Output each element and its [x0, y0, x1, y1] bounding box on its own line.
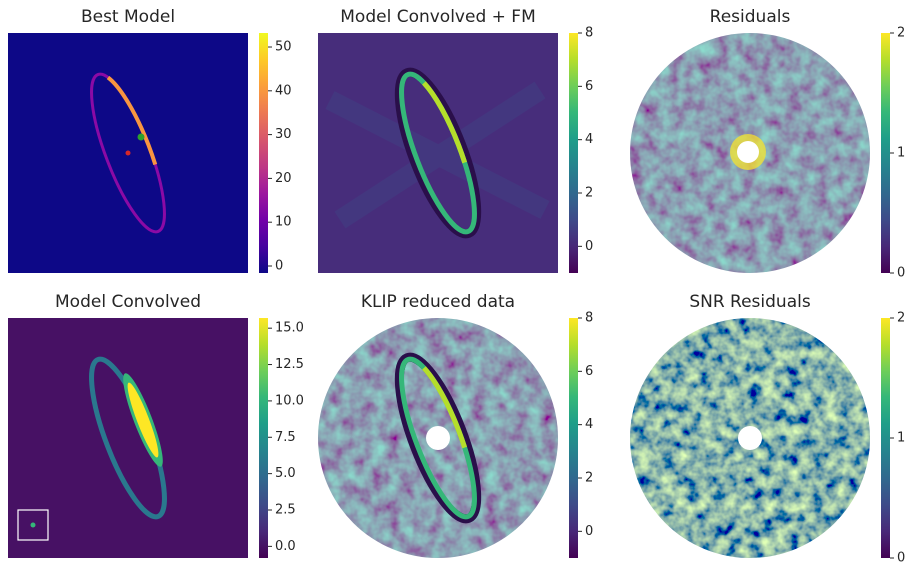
colorbar-tick-label: 1 [897, 146, 905, 161]
image-klip-reduced [318, 318, 558, 558]
colorbar-tick-label: 7.5 [275, 430, 296, 445]
colorbar-tick-label: 10 [275, 215, 292, 230]
colorbar-tick-label: 0 [275, 258, 283, 273]
colorbar-tick-label: 30 [275, 127, 292, 142]
colorbar [569, 33, 578, 273]
image-snr-residuals [630, 318, 870, 558]
colorbar-tick-label: 5.0 [275, 466, 296, 481]
colorbar-tick-label: 4 [585, 132, 593, 147]
colorbar-tick-label: 15.0 [275, 321, 304, 336]
colorbar [259, 33, 268, 273]
colorbar-tick-label: 2 [897, 26, 905, 41]
panel-title: Best Model [81, 7, 175, 27]
image-residuals [630, 33, 870, 273]
colorbar-tick-label: 2 [585, 186, 593, 201]
colorbar-tick-label: 0 [897, 266, 905, 281]
colorbar-tick-label: 8 [585, 311, 593, 326]
colorbar-tick-label: 0 [585, 524, 593, 539]
image-model-convolved-fm [318, 33, 558, 273]
panel-title: Model Convolved [55, 292, 201, 312]
panel-title: Residuals [710, 7, 791, 27]
colorbar-tick-label: 20 [275, 171, 292, 186]
panel-title: Model Convolved + FM [340, 7, 535, 27]
colorbar-tick-label: 2.5 [275, 503, 296, 518]
colorbar-tick-label: 4 [585, 417, 593, 432]
colorbar-tick-label: 6 [585, 79, 593, 94]
colorbar-tick-label: 10.0 [275, 393, 304, 408]
image-best-model [8, 33, 248, 273]
colorbar [881, 318, 890, 558]
colorbar [259, 318, 268, 558]
panel-title: SNR Residuals [689, 292, 811, 312]
colorbar-tick-label: 50 [275, 40, 292, 55]
colorbar-tick-label: 0 [897, 551, 905, 563]
colorbar-tick-label: 2 [585, 471, 593, 486]
colorbar [881, 33, 890, 273]
image-model-convolved [8, 318, 248, 558]
colorbar-tick-label: 2 [897, 311, 905, 326]
colorbar-tick-label: 6 [585, 364, 593, 379]
colorbar-tick-label: 0 [585, 239, 593, 254]
colorbar-tick-label: 1 [897, 431, 905, 446]
colorbar-tick-label: 0.0 [275, 539, 296, 554]
colorbar [569, 318, 578, 558]
colorbar-tick-label: 8 [585, 26, 593, 41]
colorbar-tick-label: 12.5 [275, 357, 304, 372]
panel-title: KLIP reduced data [361, 292, 515, 312]
colorbar-tick-label: 40 [275, 83, 292, 98]
